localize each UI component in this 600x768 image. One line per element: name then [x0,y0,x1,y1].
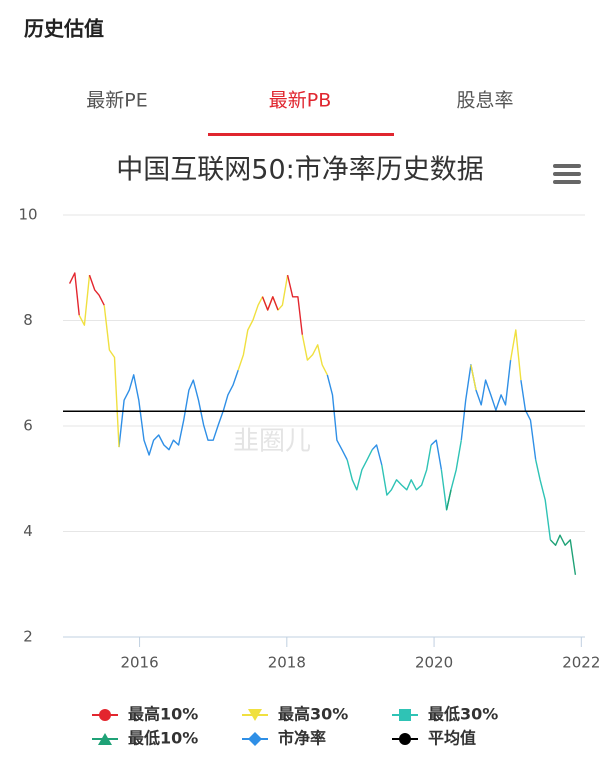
section-title: 历史估值 [24,17,104,41]
series-line [445,489,577,575]
legend-marker [99,709,111,721]
tab[interactable]: 股息率 [456,90,513,112]
legend-marker [98,733,112,745]
legend-label: 最高10% [128,705,198,724]
legend-item[interactable]: 最低10% [92,729,198,748]
menu-button[interactable] [553,164,581,184]
legend-label: 市净率 [278,729,326,748]
y-tick-label: 2 [23,628,33,646]
y-tick-label: 10 [18,206,37,224]
menu-bar [553,164,581,168]
tab[interactable]: 最新PE [86,90,147,112]
x-tick-label: 2020 [415,654,453,672]
legend-label: 最低10% [128,729,198,748]
y-tick-label: 4 [23,522,33,540]
watermark: 韭圈儿 [233,427,311,457]
legend-item[interactable]: 市净率 [242,729,326,748]
legend-item[interactable]: 平均值 [392,729,476,748]
y-tick-label: 6 [23,417,33,435]
menu-bar [553,172,581,176]
series-line [346,440,552,540]
legend-item[interactable]: 最高30% [242,705,348,724]
x-tick-label: 2022 [562,654,600,672]
chart-title: 中国互联网50:市净率历史数据 [116,155,483,186]
legend-marker [399,733,411,745]
legend-label: 最低30% [428,705,498,724]
tab-indicator [208,133,394,136]
x-tick-label: 2016 [120,654,158,672]
menu-bar [553,180,581,184]
legend-marker [248,709,262,721]
legend-item[interactable]: 最高10% [92,705,198,724]
series-line [118,360,537,470]
series-line [68,272,303,335]
tab-active[interactable]: 最新PB [269,90,332,112]
legend-marker [248,732,262,746]
legend-marker [399,709,411,721]
legend-label: 最高30% [278,705,348,724]
x-tick-label: 2018 [268,654,306,672]
legend-label: 平均值 [428,729,476,748]
legend-item[interactable]: 最低30% [392,705,498,724]
y-tick-label: 8 [23,311,33,329]
series-line [78,274,522,448]
